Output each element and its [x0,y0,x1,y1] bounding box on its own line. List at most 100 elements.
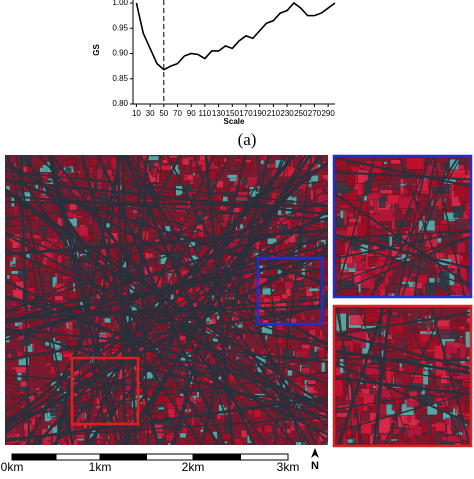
parcel [17,245,21,249]
parcel [185,440,190,445]
scale-segment [192,453,241,461]
parcel [287,369,293,377]
parcel [278,224,289,231]
road [5,233,328,415]
parcel [43,226,47,237]
parcel [444,418,449,425]
road [384,157,462,296]
parcel [124,182,132,190]
parcel [234,158,242,162]
parcel [227,174,238,179]
x-tick-label: 230 [280,109,294,118]
road [335,192,470,287]
y-tick-label: 0.95 [112,23,128,32]
scale-segment [99,453,147,461]
parcel [264,425,273,434]
parcel [453,342,461,349]
parcel [267,238,277,245]
parcel [453,206,464,219]
parcel [326,165,328,171]
road [377,307,382,445]
parcel [422,370,429,385]
road [335,307,364,445]
parcel [36,165,40,169]
road [5,231,328,351]
parcel [355,431,359,445]
parcel [102,408,108,414]
parcel [152,167,158,177]
parcel [228,165,239,172]
parcel [354,343,361,353]
parcel [220,414,226,423]
parcel [378,197,386,208]
parcel [400,178,405,196]
x-tick-label: 270 [308,109,322,118]
parcel [343,210,348,226]
inset-frame-red [332,304,473,448]
scale-label: 0km [1,460,24,474]
parcel [73,322,82,328]
parcel [14,205,18,215]
parcel [367,192,381,201]
y-tick-label: 0.90 [112,49,128,58]
parcel [300,296,306,303]
parcel [66,158,76,166]
parcel [287,219,292,231]
parcel [319,329,323,338]
parcel [349,166,361,172]
scale-bar: 0km 1km 2km 3km N [1,448,319,474]
parcel [6,255,13,262]
parcel [221,433,232,440]
parcel [242,158,251,169]
parcel [281,293,288,299]
parcel [31,418,36,426]
parcel [317,171,323,182]
x-tick-label: 130 [212,109,226,118]
parcel [296,281,304,293]
x-tick-label: 30 [146,109,155,118]
road [335,229,470,260]
parcel [43,286,51,290]
x-tick-label: 290 [321,109,335,118]
parcel [335,379,344,397]
parcel [32,342,36,352]
parcel [324,309,328,317]
parcel [42,336,46,347]
y-tick-label: 0.80 [112,99,128,108]
imagery [5,154,473,448]
parcel [88,219,94,225]
parcel [363,310,377,313]
parcel [30,281,36,288]
road [335,157,376,296]
parcel [179,432,187,438]
parcel [216,192,223,201]
parcel [11,388,21,400]
parcel [358,283,361,293]
parcel [5,444,13,445]
parcel [275,301,287,311]
parcel [325,335,328,343]
parcel [357,169,369,184]
road [335,387,470,410]
parcel [345,173,355,187]
parcel [464,413,470,417]
scale-label: 3km [277,460,300,474]
parcel [426,326,431,333]
scale-label: 1km [89,460,112,474]
parcel [337,274,353,281]
parcel [109,443,118,445]
road [383,307,445,445]
parcel [191,415,195,426]
image-texture [5,155,328,445]
parcel [268,169,272,180]
road [85,155,323,445]
road [51,155,268,445]
x-tick-label: 170 [239,109,253,118]
parcel [407,313,412,317]
parcel [162,417,173,427]
road [335,171,470,181]
parcel [340,288,358,296]
road [335,362,470,424]
parcel [371,443,388,445]
parcel [307,380,316,385]
